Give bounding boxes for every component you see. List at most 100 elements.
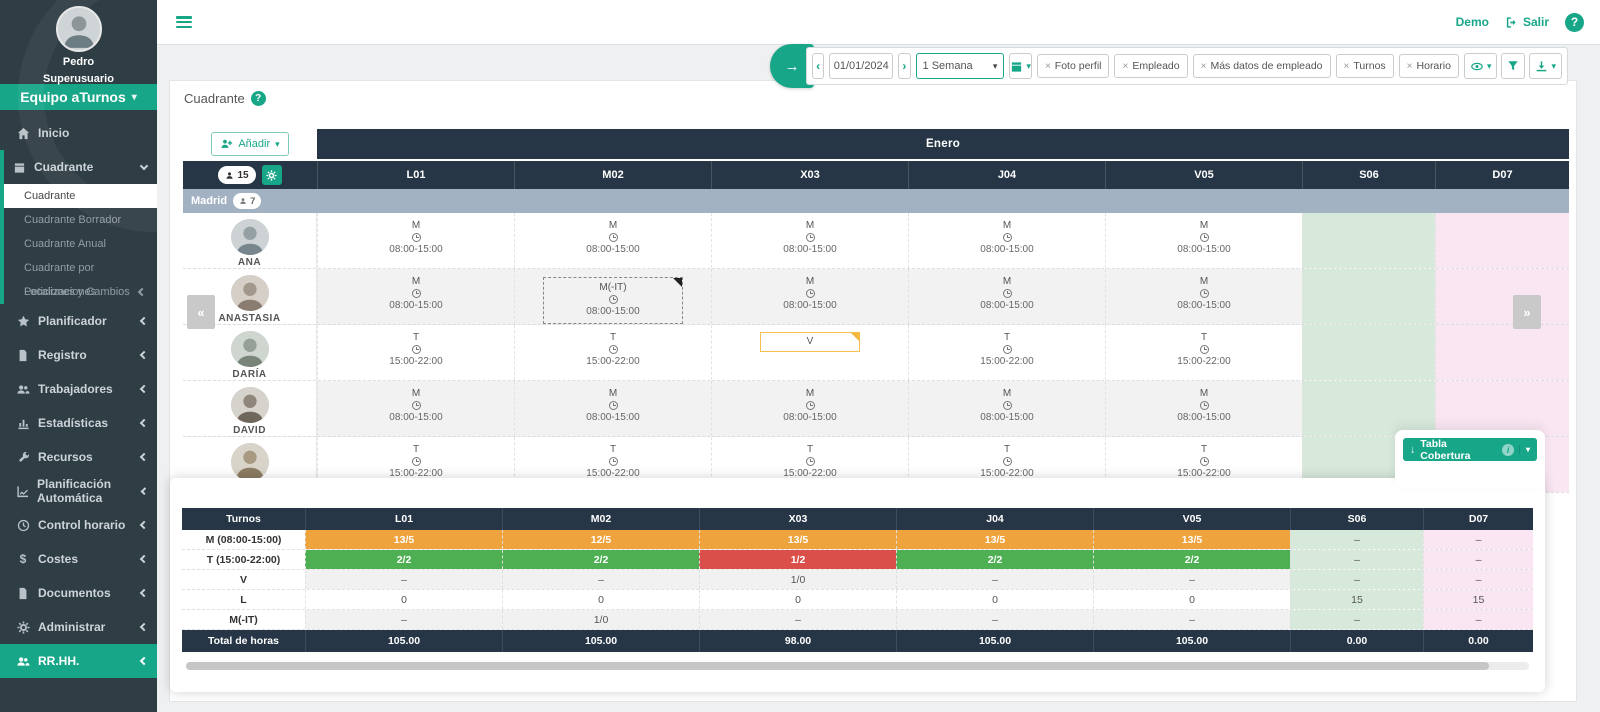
submenu-item-cuadrante[interactable]: Cuadrante — [4, 184, 157, 208]
employee-cell[interactable]: DARÍA — [183, 325, 317, 380]
clock-icon — [805, 233, 815, 242]
shift-cell[interactable]: M 08:00-15:00 — [1105, 213, 1302, 268]
shift-cell[interactable]: T 15:00-22:00 — [1105, 437, 1302, 492]
download-dropdown-button[interactable]: ▾ — [1529, 53, 1563, 79]
sidebar-item-label: Inicio — [38, 126, 70, 140]
shift-cell[interactable]: M 08:00-15:00 — [711, 381, 908, 436]
logout-link[interactable]: Salir — [1505, 15, 1549, 29]
shift-cell[interactable]: T 15:00-22:00 — [1105, 325, 1302, 380]
sidebar-item-administrar[interactable]: Administrar — [0, 610, 157, 644]
chevron-left-icon — [139, 520, 149, 530]
user-avatar[interactable] — [55, 6, 102, 52]
table-settings-button[interactable] — [261, 165, 282, 185]
demo-link[interactable]: Demo — [1455, 15, 1489, 29]
shift-cell[interactable]: M 08:00-15:00 — [908, 381, 1105, 436]
shift-cell[interactable]: M 08:00-15:00 — [711, 213, 908, 268]
people-count-badge[interactable]: 15 — [218, 166, 256, 184]
filter-tag-turnos[interactable]: × Turnos — [1335, 54, 1394, 78]
shift-cell[interactable]: T 15:00-22:00 — [317, 437, 514, 492]
clock-icon — [608, 295, 618, 304]
sidebar-item-registro[interactable]: Registro — [0, 338, 157, 372]
submenu-item-cuadrante-localizaciones[interactable]: Cuadrante por Localizaciones — [24, 262, 97, 298]
sidebar-item-planificacion-automatica[interactable]: Planificación Automática — [0, 474, 157, 508]
help-icon[interactable]: ? — [250, 91, 266, 106]
employee-cell[interactable]: DAVID — [183, 381, 317, 436]
gear-icon — [266, 169, 277, 181]
submenu-item-cuadrante-borrador[interactable]: Cuadrante Borrador — [24, 214, 122, 226]
sidebar-item-trabajadores[interactable]: Trabajadores — [0, 372, 157, 406]
shift-cell-empty[interactable] — [1435, 325, 1569, 380]
shift-cell-vacation[interactable]: V — [711, 325, 908, 380]
clock-icon — [1199, 401, 1209, 410]
sidebar-item-documentos[interactable]: Documentos — [0, 576, 157, 610]
shift-cell-selected[interactable]: M(-IT) 08:00-15:00 — [514, 269, 711, 324]
employee-cell[interactable]: ANA — [183, 213, 317, 268]
prev-date-button[interactable]: ‹ — [812, 53, 825, 79]
user-first-name: Pedro — [62, 56, 95, 68]
shift-cell[interactable]: M 08:00-15:00 — [514, 381, 711, 436]
shift-cell-empty[interactable] — [1435, 381, 1569, 436]
sidebar-item-inicio[interactable]: Inicio — [0, 116, 157, 150]
coverage-cell: 0 — [502, 590, 699, 609]
chevron-left-icon — [139, 656, 149, 666]
shift-cell[interactable]: T 15:00-22:00 — [514, 437, 711, 492]
submenu-item-peticiones[interactable]: Peticiones y Cambios — [4, 280, 157, 304]
team-selector[interactable]: Equipo aTurnos ▾ — [0, 84, 157, 110]
range-select[interactable]: 1 Semana ▾ — [915, 53, 1005, 79]
add-employee-button[interactable]: Añadir ▾ — [211, 132, 289, 156]
coverage-cell: – — [1423, 530, 1533, 549]
shift-cell-empty[interactable] — [1302, 213, 1435, 268]
filter-tag-foto-perfil[interactable]: × Foto perfil — [1036, 54, 1110, 78]
shift-cell[interactable]: T 15:00-22:00 — [514, 325, 711, 380]
visibility-dropdown-button[interactable]: ▾ — [1463, 53, 1498, 79]
sidebar-item-estadisticas[interactable]: Estadísticas — [0, 406, 157, 440]
shift-cell-empty[interactable] — [1435, 213, 1569, 268]
calendar-dropdown-button[interactable]: ▾ — [1009, 53, 1032, 79]
sidebar-item-rrhh[interactable]: RR.HH. — [0, 644, 157, 678]
shift-cell[interactable]: M 08:00-15:00 — [317, 269, 514, 324]
shift-cell-empty[interactable] — [1302, 381, 1435, 436]
shift-cell[interactable]: T 15:00-22:00 — [711, 437, 908, 492]
submenu-item-cuadrante-anual[interactable]: Cuadrante Anual — [24, 238, 106, 250]
chevron-left-icon — [139, 452, 149, 462]
shift-cell[interactable]: M 08:00-15:00 — [908, 269, 1105, 324]
sidebar-item-control-horario[interactable]: Control horario — [0, 508, 157, 542]
shift-cell[interactable]: M 08:00-15:00 — [711, 269, 908, 324]
next-date-button[interactable]: › — [898, 53, 911, 79]
filter-button[interactable] — [1501, 53, 1526, 79]
date-input[interactable] — [829, 53, 894, 79]
shift-cell-empty[interactable] — [1435, 269, 1569, 324]
shift-cell[interactable]: M 08:00-15:00 — [1105, 381, 1302, 436]
sidebar-item-costes[interactable]: $ Costes — [0, 542, 157, 576]
shift-cell-empty[interactable] — [1302, 325, 1435, 380]
clock-icon — [1199, 289, 1209, 298]
scroll-prev-button[interactable]: « — [187, 295, 215, 329]
shift-cell-empty[interactable] — [1302, 269, 1435, 324]
filter-tag-mas-datos[interactable]: × Más datos de empleado — [1192, 54, 1331, 78]
shift-cell[interactable]: M 08:00-15:00 — [514, 213, 711, 268]
sidebar-item-planificador[interactable]: Planificador — [0, 304, 157, 338]
scrollbar-thumb[interactable] — [186, 662, 1489, 670]
caret-down-icon[interactable]: ▾ — [1518, 445, 1530, 454]
scroll-next-button[interactable]: » — [1513, 295, 1541, 329]
group-row-madrid[interactable]: Madrid 7 — [183, 189, 1569, 213]
coverage-toggle-button[interactable]: ↓ Tabla Cobertura i ▾ — [1403, 438, 1537, 462]
sidebar-item-recursos[interactable]: Recursos — [0, 440, 157, 474]
shift-cell[interactable]: T 15:00-22:00 — [908, 325, 1105, 380]
coverage-cell: 1/2 — [699, 550, 896, 569]
coverage-cell: – — [1290, 550, 1423, 569]
shift-cell[interactable]: T 15:00-22:00 — [908, 437, 1105, 492]
filter-tag-horario[interactable]: × Horario — [1398, 54, 1459, 78]
shift-cell[interactable]: M 08:00-15:00 — [317, 381, 514, 436]
shift-cell[interactable]: T 15:00-22:00 — [317, 325, 514, 380]
shift-cell[interactable]: M 08:00-15:00 — [1105, 269, 1302, 324]
shift-cell[interactable]: M 08:00-15:00 — [317, 213, 514, 268]
filter-tag-empleado[interactable]: × Empleado — [1114, 54, 1188, 78]
sidebar-item-cuadrante[interactable]: Cuadrante — [4, 150, 157, 184]
help-button[interactable]: ? — [1565, 12, 1584, 32]
clock-icon — [411, 457, 421, 466]
hamburger-menu-icon[interactable] — [176, 16, 192, 28]
coverage-cell: 0 — [896, 590, 1093, 609]
shift-cell[interactable]: M 08:00-15:00 — [908, 213, 1105, 268]
horizontal-scrollbar[interactable] — [186, 662, 1529, 670]
